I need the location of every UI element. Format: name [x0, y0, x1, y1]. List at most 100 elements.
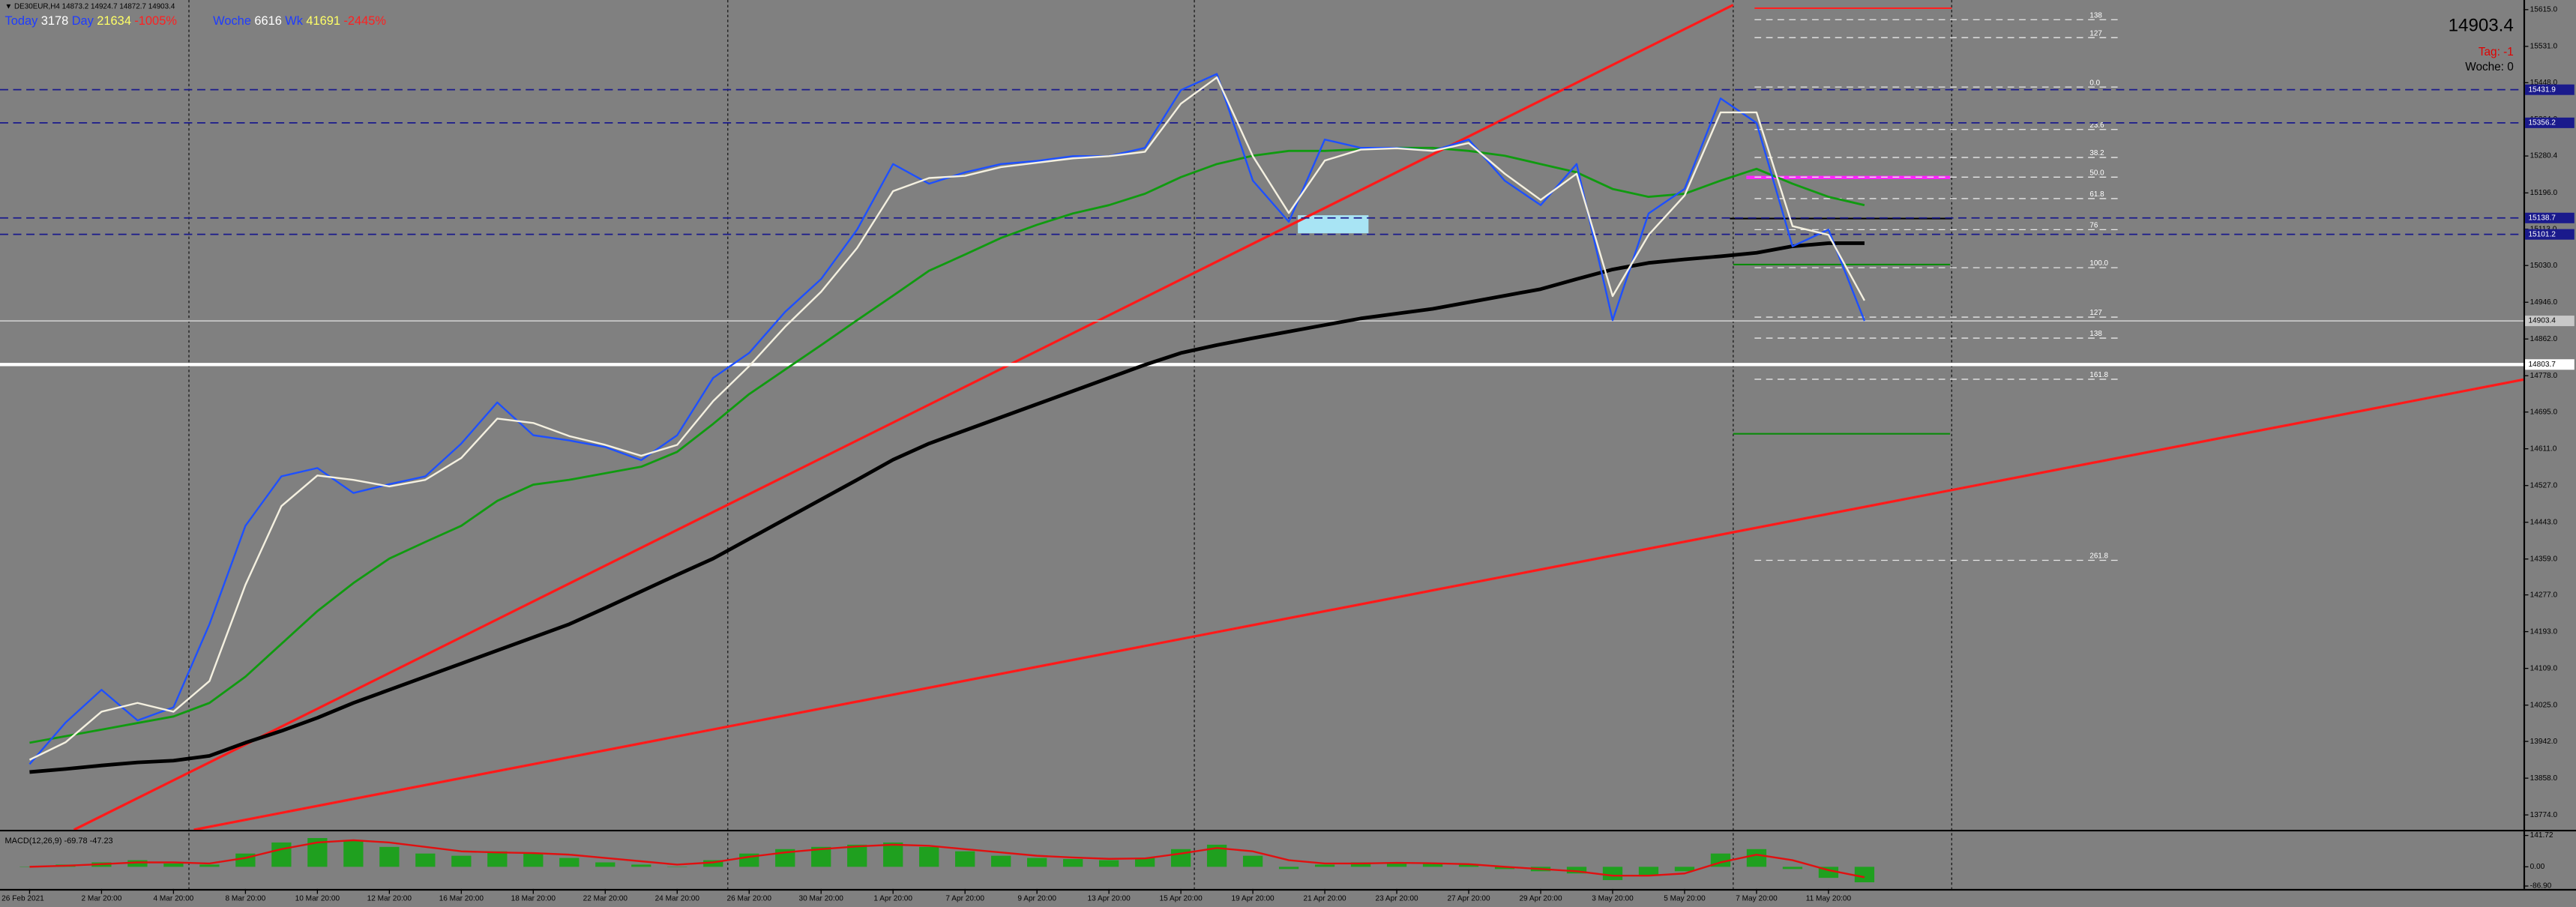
- x-tick-label: 19 Apr 20:00: [1232, 895, 1275, 903]
- y-tick-label: 14611.0: [2530, 445, 2557, 453]
- y-tick-label: 14443.0: [2530, 518, 2558, 526]
- y-tick-label: 13942.0: [2530, 738, 2558, 746]
- price-box-label: 15101.2: [2528, 230, 2556, 238]
- x-tick-label: 18 Mar 20:00: [511, 895, 556, 903]
- macd-bar: [451, 855, 472, 867]
- y-tick-label: 14277.0: [2530, 591, 2558, 599]
- macd-tick-label: 0.00: [2530, 863, 2545, 871]
- x-tick-label: 21 Apr 20:00: [1304, 895, 1347, 903]
- macd-bar: [883, 842, 903, 867]
- info-text: -1005%: [134, 14, 177, 28]
- price-box-label: 15431.9: [2528, 85, 2556, 94]
- info-text: Today: [5, 14, 39, 28]
- y-tick-label: 15531.0: [2530, 43, 2558, 51]
- macd-tick-label: -86.90: [2530, 882, 2552, 891]
- macd-bar: [1746, 849, 1767, 867]
- price-line: [28, 73, 1866, 765]
- macd-bar: [1350, 862, 1371, 867]
- x-tick-label: 29 Apr 20:00: [1519, 895, 1562, 903]
- fib-label: 127: [2089, 29, 2101, 37]
- macd-bar: [703, 860, 723, 867]
- price-box-label: 15356.2: [2528, 119, 2556, 127]
- price-box: [2525, 84, 2575, 95]
- macd-bar: [1063, 859, 1083, 867]
- x-tick-label: 7 May 20:00: [1736, 895, 1778, 903]
- x-tick-label: 3 May 20:00: [1592, 895, 1634, 903]
- x-tick-label: 9 Apr 20:00: [1017, 895, 1056, 903]
- y-tick-label: 13858.0: [2530, 774, 2558, 783]
- price-box: [2525, 316, 2575, 327]
- corner-info: Woche: 0: [2465, 61, 2513, 73]
- info-text: 41691: [306, 14, 340, 28]
- price-box-label: 14903.4: [2528, 317, 2556, 325]
- y-tick-label: 14025.0: [2530, 701, 2558, 709]
- x-tick-label: 1 Apr 20:00: [873, 895, 912, 903]
- y-tick-label: 15448.0: [2530, 79, 2558, 87]
- macd-bar: [1027, 858, 1047, 867]
- x-tick-label: 23 Apr 20:00: [1375, 895, 1418, 903]
- x-tick-label: 12 Mar 20:00: [367, 895, 412, 903]
- macd-bar: [523, 853, 544, 867]
- macd-bar: [1278, 867, 1299, 870]
- y-tick-label: 14778.0: [2530, 372, 2558, 380]
- macd-bar: [559, 858, 580, 867]
- info-text: Woche: [213, 14, 251, 28]
- fib-label: 100.0: [2089, 259, 2108, 268]
- x-tick-label: 22 Mar 20:00: [583, 895, 628, 903]
- price-box: [2525, 117, 2575, 128]
- price-box-label: 15138.7: [2528, 214, 2556, 222]
- x-tick-label: 16 Mar 20:00: [439, 895, 484, 903]
- x-tick-label: 2 Mar 20:00: [82, 895, 122, 903]
- x-tick-label: 13 Apr 20:00: [1088, 895, 1131, 903]
- y-tick-label: 15030.0: [2530, 262, 2558, 270]
- price-box: [2525, 229, 2575, 240]
- y-tick-label: 13774.0: [2530, 811, 2558, 819]
- macd-bar: [1638, 867, 1659, 876]
- macd-bar: [199, 864, 220, 867]
- macd-bar: [379, 846, 400, 867]
- y-tick-label: 15196.0: [2530, 189, 2558, 197]
- price-box: [2525, 212, 2575, 223]
- fib-label: 23.6: [2089, 121, 2104, 130]
- info-text: 21634: [97, 14, 131, 28]
- trend-line: [193, 378, 2524, 831]
- macd-bar: [595, 862, 616, 867]
- y-tick-label: 15615.0: [2530, 5, 2558, 13]
- y-tick-label: 14109.0: [2530, 664, 2558, 672]
- macd-bar: [1782, 867, 1803, 870]
- macd-bar: [955, 851, 975, 867]
- macd-bar: [1494, 867, 1515, 870]
- y-tick-label: 14359.0: [2530, 555, 2558, 563]
- symbol-header: ▼ DE30EUR,H4 14873.2 14924.7 14872.7 149…: [5, 2, 175, 10]
- info-text: Day: [72, 14, 94, 28]
- info-text: Wk: [285, 14, 303, 28]
- macd-bar: [271, 842, 292, 867]
- macd-bar: [1422, 863, 1443, 867]
- fib-label: 38.2: [2089, 149, 2104, 157]
- macd-bar: [1314, 864, 1335, 867]
- y-tick-label: 14946.0: [2530, 298, 2558, 307]
- x-tick-label: 15 Apr 20:00: [1160, 895, 1203, 903]
- y-tick-label: 14695.0: [2530, 408, 2558, 416]
- y-tick-label: 14862.0: [2530, 335, 2558, 343]
- price-line: [29, 146, 1865, 744]
- macd-bar: [991, 855, 1011, 867]
- price-box: [2525, 359, 2575, 370]
- x-tick-label: 26 Mar 20:00: [727, 895, 772, 903]
- macd-bar: [127, 860, 148, 867]
- macd-tick-label: 141.72: [2530, 831, 2554, 840]
- macd-bar: [487, 851, 508, 867]
- macd-bar: [1386, 862, 1407, 867]
- y-tick-label: 14527.0: [2530, 481, 2558, 489]
- info-text: 3178: [41, 14, 69, 28]
- macd-bar: [1242, 855, 1263, 867]
- grid: [188, 0, 1952, 889]
- macd-bar: [1134, 858, 1155, 867]
- macd-bar: [1674, 867, 1695, 872]
- macd-bar: [1458, 864, 1479, 867]
- fib-label: 50.0: [2089, 169, 2104, 177]
- y-tick-label: 15280.4: [2530, 152, 2558, 160]
- x-tick-label: 11 May 20:00: [1806, 895, 1852, 903]
- macd-signal: [29, 839, 1865, 879]
